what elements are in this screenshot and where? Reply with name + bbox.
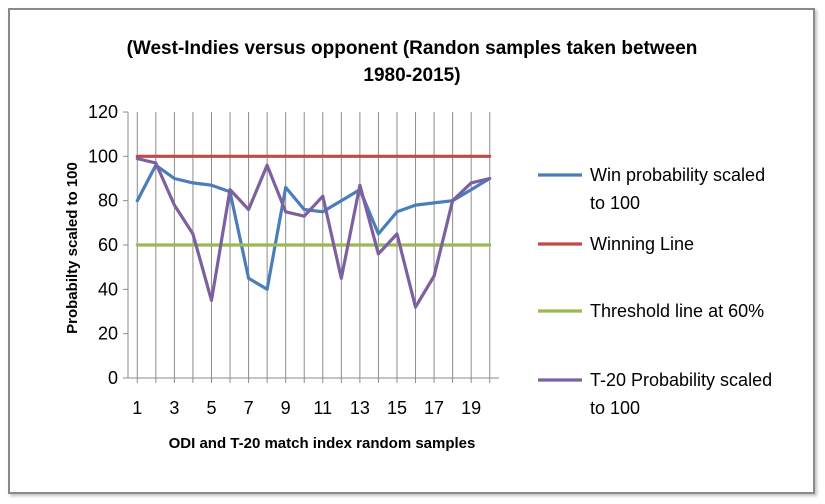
legend-label-4-line-1: T-20 Probability scaled	[590, 370, 772, 390]
y-tick-label-120: 120	[88, 102, 118, 122]
y-tick-label-60: 60	[98, 235, 118, 255]
y-tick-label-20: 20	[98, 324, 118, 344]
x-tick-label-3: 3	[169, 398, 179, 418]
series-line-1	[135, 163, 492, 291]
x-tick-label-17: 17	[424, 398, 444, 418]
x-tick-label-19: 19	[461, 398, 481, 418]
legend-label-4-line-2: to 100	[590, 398, 640, 418]
legend-label-1-line-1: Win probability scaled	[590, 165, 765, 185]
legend-label-3-line-1: Threshold line at 60%	[590, 301, 764, 321]
chart-frame	[8, 8, 815, 494]
y-tick-label-80: 80	[98, 191, 118, 211]
y-tick-labels: 0 20 40 60 80 100 120	[88, 102, 118, 388]
y-tick-label-100: 100	[88, 146, 118, 166]
y-axis-label: Probabilty scaled to 100	[64, 162, 81, 334]
y-tick-label-40: 40	[98, 279, 118, 299]
x-tick-labels: 1 3 5 7 9 11 13 15 17 19	[132, 398, 481, 418]
axes	[123, 111, 499, 383]
x-tick-label-9: 9	[281, 398, 291, 418]
x-tick-label-15: 15	[387, 398, 407, 418]
chart-title-line-1: (West-Indies versus opponent (Randon sam…	[127, 38, 698, 59]
chart-title-line-2: 1980-2015)	[363, 65, 460, 86]
legend-label-2-line-1: Winning Line	[590, 234, 694, 254]
x-tick-label-13: 13	[350, 398, 370, 418]
x-tick-label-5: 5	[206, 398, 216, 418]
x-tick-label-7: 7	[244, 398, 254, 418]
series-lines	[135, 154, 492, 309]
legend-label-1-line-2: to 100	[590, 193, 640, 213]
x-tick-label-11: 11	[313, 398, 332, 418]
x-tick-label-1: 1	[132, 398, 142, 418]
chart-title: (West-Indies versus opponent (Randon sam…	[127, 38, 698, 86]
x-axis-label: ODI and T-20 match index random samples	[169, 435, 476, 452]
y-tick-label-0: 0	[108, 368, 118, 388]
legend: Win probability scaled to 100 Winning Line…	[538, 165, 772, 418]
series-line-4	[135, 157, 492, 309]
